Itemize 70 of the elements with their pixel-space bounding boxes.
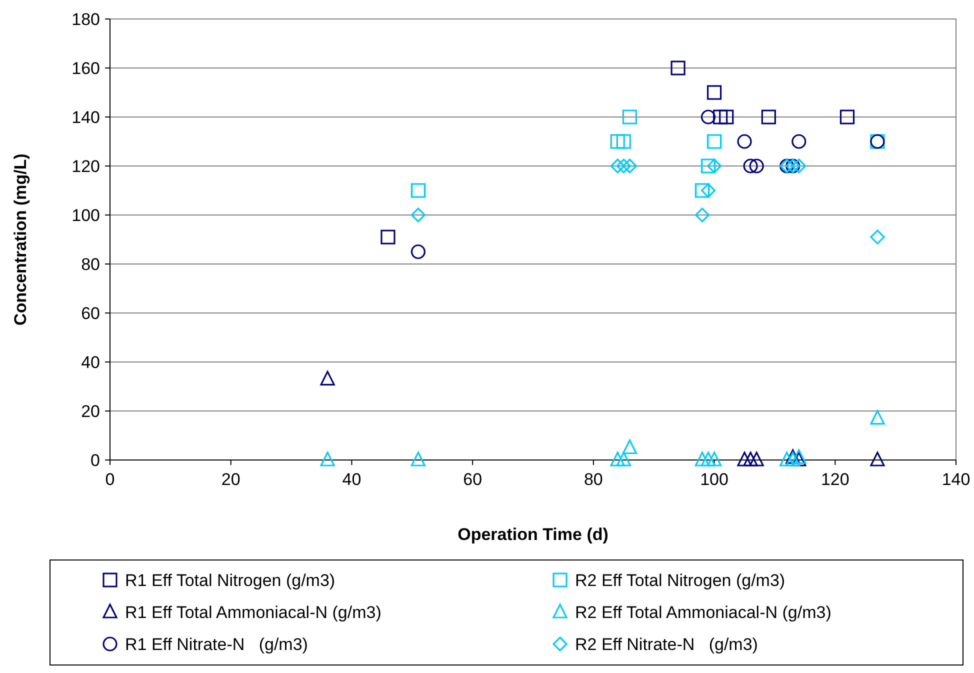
x-tick-label: 140 xyxy=(942,470,970,489)
y-tick-label: 100 xyxy=(72,206,100,225)
point xyxy=(870,230,885,244)
x-tick-label: 20 xyxy=(221,470,240,489)
point xyxy=(700,452,716,466)
point xyxy=(610,158,625,174)
y-tick-label: 160 xyxy=(72,59,100,78)
point xyxy=(780,452,794,466)
point xyxy=(719,110,734,124)
point xyxy=(713,110,728,124)
legend-label: R2 Eff Nitrate-N (g/m3) xyxy=(575,635,758,654)
x-tick-label: 120 xyxy=(820,470,850,489)
x-tick-label: 80 xyxy=(584,470,603,489)
point xyxy=(706,134,722,149)
point xyxy=(700,183,716,198)
point xyxy=(749,452,764,466)
point xyxy=(616,158,631,174)
point xyxy=(410,183,426,198)
point xyxy=(320,452,335,466)
point xyxy=(410,244,426,260)
point xyxy=(410,208,426,222)
y-tick-label: 80 xyxy=(81,255,100,274)
point xyxy=(320,370,335,386)
point xyxy=(616,452,631,466)
legend-label: R2 Eff Total Ammoniacal-N (g/m3) xyxy=(575,603,832,622)
point xyxy=(792,158,806,174)
y-tick-label: 120 xyxy=(72,157,100,176)
x-tick-label: 100 xyxy=(700,470,728,489)
legend-label: R1 Eff Total Nitrogen (g/m3) xyxy=(125,571,336,590)
y-axis-title: Concentration (mg/L) xyxy=(11,154,30,326)
y-tick-label: 140 xyxy=(72,108,100,127)
point xyxy=(706,158,722,174)
point xyxy=(870,410,885,425)
point xyxy=(616,134,631,149)
point xyxy=(694,183,710,198)
point xyxy=(610,452,625,466)
point xyxy=(870,452,885,466)
y-tick-label: 40 xyxy=(81,353,100,372)
point xyxy=(622,158,637,174)
point xyxy=(749,158,764,174)
point xyxy=(410,452,426,466)
x-tick-label: 40 xyxy=(342,470,362,489)
point xyxy=(743,452,758,466)
point xyxy=(700,158,716,174)
point xyxy=(694,208,710,222)
point xyxy=(743,158,758,174)
y-tick-label: 60 xyxy=(81,304,100,323)
point xyxy=(792,134,806,149)
point xyxy=(694,452,710,466)
point xyxy=(737,134,752,149)
point xyxy=(706,85,722,100)
point xyxy=(670,60,686,76)
legend-label: R1 Eff Total Ammoniacal-N (g/m3) xyxy=(125,603,382,622)
x-axis-title: Operation Time (d) xyxy=(458,525,608,544)
point xyxy=(700,110,716,124)
point xyxy=(610,134,625,149)
point xyxy=(380,230,396,244)
point xyxy=(622,439,637,454)
legend-label: R2 Eff Total Nitrogen (g/m3) xyxy=(575,571,786,590)
point xyxy=(761,110,776,124)
y-tick-label: 180 xyxy=(72,10,100,29)
point xyxy=(737,452,752,466)
point xyxy=(706,452,722,466)
y-tick-label: 0 xyxy=(90,451,100,470)
x-tick-label: 0 xyxy=(105,470,115,489)
point xyxy=(622,110,637,124)
legend-label: R1 Eff Nitrate-N (g/m3) xyxy=(125,635,308,654)
point xyxy=(840,110,855,124)
x-tick-label: 60 xyxy=(463,470,482,489)
y-tick-label: 20 xyxy=(81,402,100,421)
